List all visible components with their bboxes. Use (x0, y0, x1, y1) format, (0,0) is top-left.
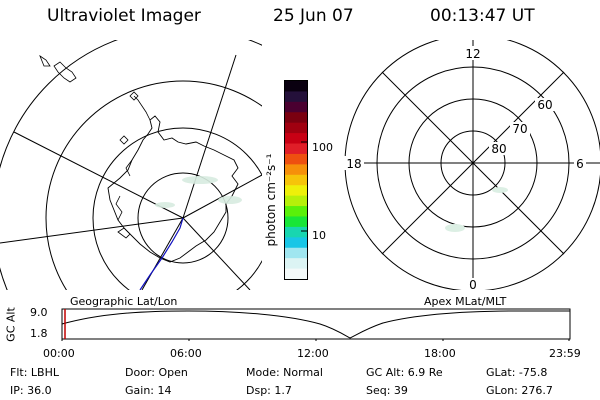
time-tick-0600: 06:00 (170, 347, 202, 360)
gain-info: Gain: 14 (125, 384, 172, 397)
ip-info: IP: 36.0 (10, 384, 52, 397)
mlt-label-12: 12 (465, 47, 480, 61)
colorbar-segment (285, 91, 307, 103)
colorbar-tick-100: 100 (312, 141, 333, 154)
geographic-map (0, 40, 262, 290)
time-tick-0000: 00:00 (43, 347, 75, 360)
time-label: 00:13:47 UT (430, 6, 535, 26)
colorbar-segment (285, 206, 307, 218)
altitude-tick-1-8: 1.8 (30, 327, 48, 340)
time-tick-1200: 12:00 (297, 347, 329, 360)
filter-info: Flt: LBHL (10, 366, 59, 379)
colorbar-segment (285, 143, 307, 155)
colorbar-segment (285, 133, 307, 145)
colorbar-segment (285, 174, 307, 186)
color-scale-bar (284, 80, 308, 280)
colorbar-segment (285, 122, 307, 134)
colorbar-segment (285, 247, 307, 259)
colorbar-segment (285, 185, 307, 197)
colorbar-segment (285, 153, 307, 165)
time-tick-1800: 18:00 (424, 347, 456, 360)
lat-label-70: 70 (512, 122, 527, 136)
sequence-info: Seq: 39 (366, 384, 408, 397)
altitude-axis-label: GC Alt (4, 307, 18, 342)
colorbar-segment (285, 164, 307, 176)
date-label: 25 Jun 07 (273, 6, 354, 26)
instrument-title: Ultraviolet Imager (47, 6, 201, 26)
glat-info: GLat: -75.8 (486, 366, 548, 379)
colorbar-segment (285, 216, 307, 228)
colorbar-segment (285, 237, 307, 249)
time-tick-2359: 23:59 (549, 347, 581, 360)
dsp-info: Dsp: 1.7 (246, 384, 292, 397)
mode-info: Mode: Normal (246, 366, 323, 379)
lat-label-80: 80 (491, 142, 506, 156)
mlt-label-0: 0 (469, 278, 477, 290)
colorbar-segment (285, 258, 307, 270)
magnetic-polar-plot: 12 18 6 0 60 70 80 (344, 40, 600, 290)
colorbar-segment (285, 195, 307, 207)
colorbar-segment (285, 268, 307, 279)
door-info: Door: Open (125, 366, 188, 379)
altitude-plot (61, 308, 571, 341)
colorbar-unit-label: photon cm⁻²s⁻¹ (264, 153, 278, 247)
gc-alt-info: GC Alt: 6.9 Re (366, 366, 443, 379)
color-scale-gradient (285, 81, 307, 279)
colorbar-segment (285, 112, 307, 124)
colorbar-segment (285, 101, 307, 113)
altitude-tick-9: 9.0 (30, 306, 48, 319)
geographic-caption: Geographic Lat/Lon (70, 295, 178, 308)
lat-label-60: 60 (537, 98, 552, 112)
glon-info: GLon: 276.7 (486, 384, 553, 397)
colorbar-segment (285, 226, 307, 238)
mlt-label-6: 6 (576, 157, 584, 171)
mlt-label-18: 18 (346, 157, 361, 171)
colorbar-segment (285, 81, 307, 93)
magnetic-caption: Apex MLat/MLT (424, 295, 507, 308)
colorbar-tick-10: 10 (312, 229, 326, 242)
